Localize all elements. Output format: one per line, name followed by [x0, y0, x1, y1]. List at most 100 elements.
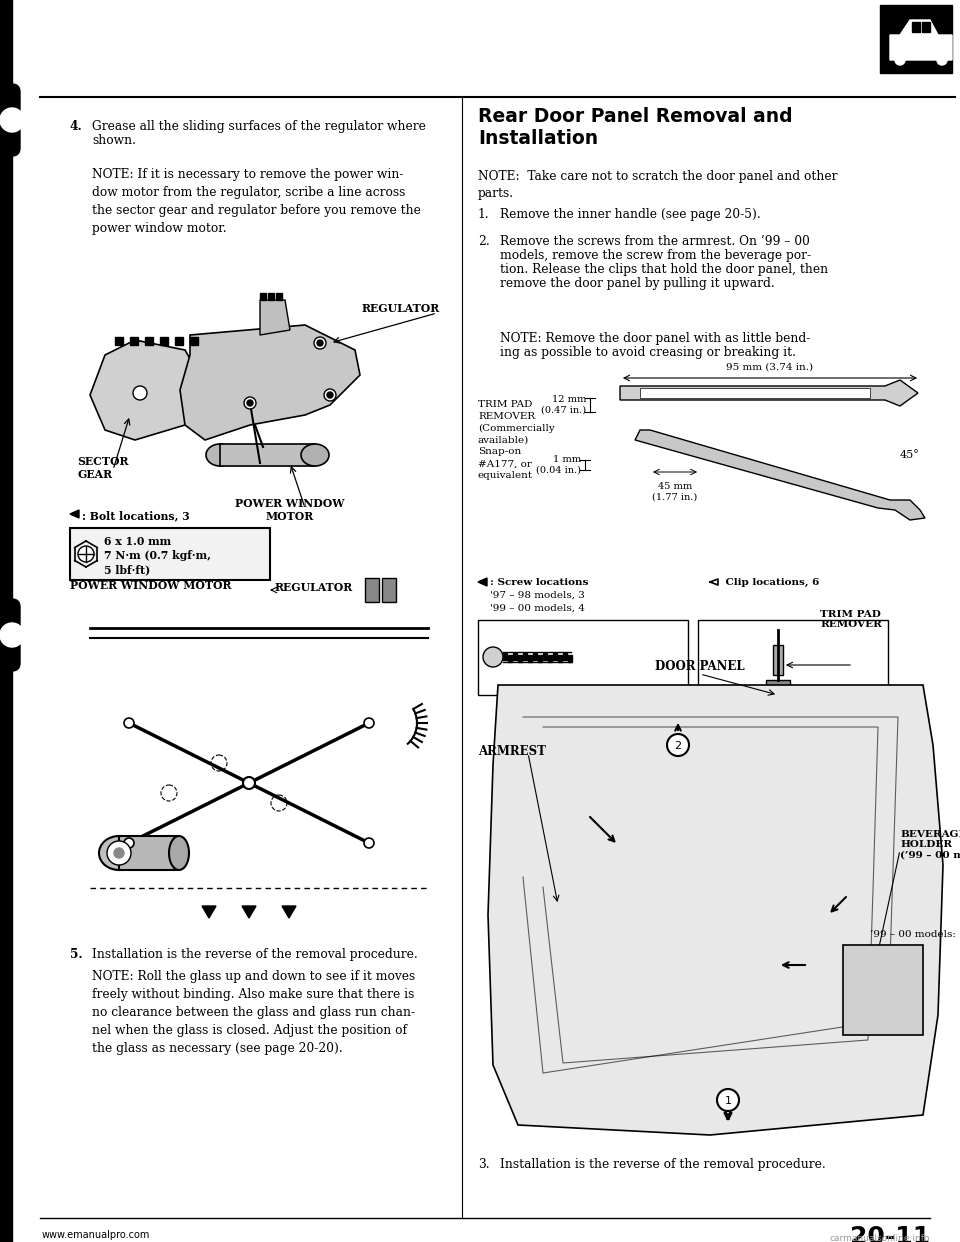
Ellipse shape — [169, 836, 189, 869]
Text: ing as possible to avoid creasing or breaking it.: ing as possible to avoid creasing or bre… — [500, 347, 796, 359]
Bar — [503, 653, 507, 660]
Bar — [766, 681, 790, 694]
Text: Installation is the reverse of the removal procedure.: Installation is the reverse of the remov… — [500, 1158, 826, 1171]
Ellipse shape — [301, 443, 329, 466]
Text: REGULATOR: REGULATOR — [275, 582, 353, 592]
Polygon shape — [180, 325, 360, 440]
Bar — [382, 578, 396, 602]
Bar — [268, 293, 274, 301]
Bar — [145, 337, 153, 345]
Text: 1 mm
(0.04 in.): 1 mm (0.04 in.) — [536, 456, 581, 474]
Circle shape — [314, 337, 326, 349]
Text: '99 – 00 models, 4: '99 – 00 models, 4 — [490, 604, 585, 614]
Text: Grease all the sliding surfaces of the regulator where: Grease all the sliding surfaces of the r… — [92, 120, 426, 133]
Polygon shape — [242, 905, 256, 918]
Text: 2.: 2. — [478, 235, 490, 248]
Circle shape — [324, 389, 336, 401]
Text: : Bolt locations, 3: : Bolt locations, 3 — [82, 510, 190, 520]
Bar — [115, 337, 123, 345]
Bar — [276, 293, 282, 301]
Circle shape — [247, 400, 253, 406]
Polygon shape — [488, 686, 943, 1135]
Circle shape — [114, 848, 124, 858]
Bar — [640, 388, 870, 397]
Bar — [543, 653, 547, 660]
Text: 12 mm
(0.47 in.): 12 mm (0.47 in.) — [540, 395, 586, 415]
Circle shape — [244, 397, 256, 409]
Text: 3.: 3. — [478, 1158, 490, 1171]
Circle shape — [78, 546, 94, 561]
Circle shape — [243, 777, 255, 789]
Text: 5 lbf·ft): 5 lbf·ft) — [104, 564, 151, 575]
Circle shape — [124, 718, 134, 728]
Circle shape — [937, 55, 947, 65]
Polygon shape — [282, 905, 296, 918]
Text: BEVERAGE
HOLDER
(’99 – 00 models): BEVERAGE HOLDER (’99 – 00 models) — [900, 830, 960, 859]
Bar — [843, 945, 923, 1035]
Circle shape — [667, 734, 689, 756]
Text: 20-11: 20-11 — [850, 1225, 930, 1242]
Bar — [880, 5, 952, 73]
Text: shown.: shown. — [92, 134, 136, 147]
Bar — [912, 22, 920, 32]
Polygon shape — [260, 301, 290, 335]
FancyBboxPatch shape — [0, 599, 20, 671]
Bar — [478, 620, 688, 696]
Bar — [220, 443, 315, 466]
Bar — [508, 655, 512, 662]
Bar — [558, 655, 562, 662]
Text: REGULATOR: REGULATOR — [362, 303, 440, 314]
Bar — [922, 22, 930, 32]
Text: 1.: 1. — [478, 207, 490, 221]
Bar — [563, 653, 567, 660]
Text: 1: 1 — [725, 1095, 732, 1105]
Text: carmanualsonline.info: carmanualsonline.info — [829, 1235, 930, 1242]
Circle shape — [717, 1089, 739, 1112]
FancyBboxPatch shape — [0, 84, 20, 156]
Text: tion. Release the clips that hold the door panel, then: tion. Release the clips that hold the do… — [500, 263, 828, 276]
Ellipse shape — [206, 443, 234, 466]
Text: www.emanualpro.com: www.emanualpro.com — [42, 1230, 151, 1240]
Circle shape — [895, 55, 905, 65]
Bar — [160, 337, 168, 345]
Text: DOOR PANEL: DOOR PANEL — [655, 660, 745, 673]
Bar — [538, 655, 542, 662]
Circle shape — [327, 392, 333, 397]
FancyBboxPatch shape — [545, 882, 751, 943]
Text: ARMREST: ARMREST — [478, 745, 546, 758]
Text: ’99 – 00 models:: ’99 – 00 models: — [870, 930, 956, 939]
Bar — [130, 337, 138, 345]
Polygon shape — [635, 430, 925, 520]
Text: remove the door panel by pulling it upward.: remove the door panel by pulling it upwa… — [500, 277, 775, 289]
Text: 7 N·m (0.7 kgf·m,: 7 N·m (0.7 kgf·m, — [104, 550, 211, 561]
Polygon shape — [90, 340, 205, 440]
Text: Installation is the reverse of the removal procedure.: Installation is the reverse of the remov… — [92, 948, 418, 961]
Circle shape — [124, 838, 134, 848]
Polygon shape — [202, 905, 216, 918]
Bar — [190, 337, 198, 345]
Polygon shape — [478, 578, 487, 586]
Circle shape — [133, 386, 147, 400]
Circle shape — [0, 108, 24, 132]
Ellipse shape — [99, 836, 139, 869]
Text: TRIM PAD
REMOVER: TRIM PAD REMOVER — [820, 610, 882, 630]
Text: 6 x 1.0 mm: 6 x 1.0 mm — [104, 537, 171, 546]
Bar — [773, 645, 783, 674]
Bar — [365, 578, 379, 602]
Text: 45°: 45° — [900, 450, 920, 460]
Text: : Screw locations: : Screw locations — [490, 578, 588, 587]
Text: NOTE:  Take care not to scratch the door panel and other
parts.: NOTE: Take care not to scratch the door … — [478, 170, 837, 200]
Text: models, remove the screw from the beverage por-: models, remove the screw from the bevera… — [500, 248, 811, 262]
Text: 5.: 5. — [70, 948, 83, 961]
Bar — [698, 620, 888, 696]
Text: SECTOR
GEAR: SECTOR GEAR — [77, 456, 129, 479]
Text: Rear Door Panel Removal and: Rear Door Panel Removal and — [478, 107, 793, 125]
Text: 2: 2 — [675, 741, 682, 751]
Circle shape — [107, 841, 131, 864]
Text: NOTE: If it is necessary to remove the power win-
dow motor from the regulator, : NOTE: If it is necessary to remove the p… — [92, 168, 420, 235]
Text: 45 mm
(1.77 in.): 45 mm (1.77 in.) — [653, 482, 698, 502]
Text: 4.: 4. — [70, 120, 83, 133]
Polygon shape — [620, 380, 918, 406]
Text: Installation: Installation — [478, 129, 598, 148]
Bar — [260, 293, 266, 301]
